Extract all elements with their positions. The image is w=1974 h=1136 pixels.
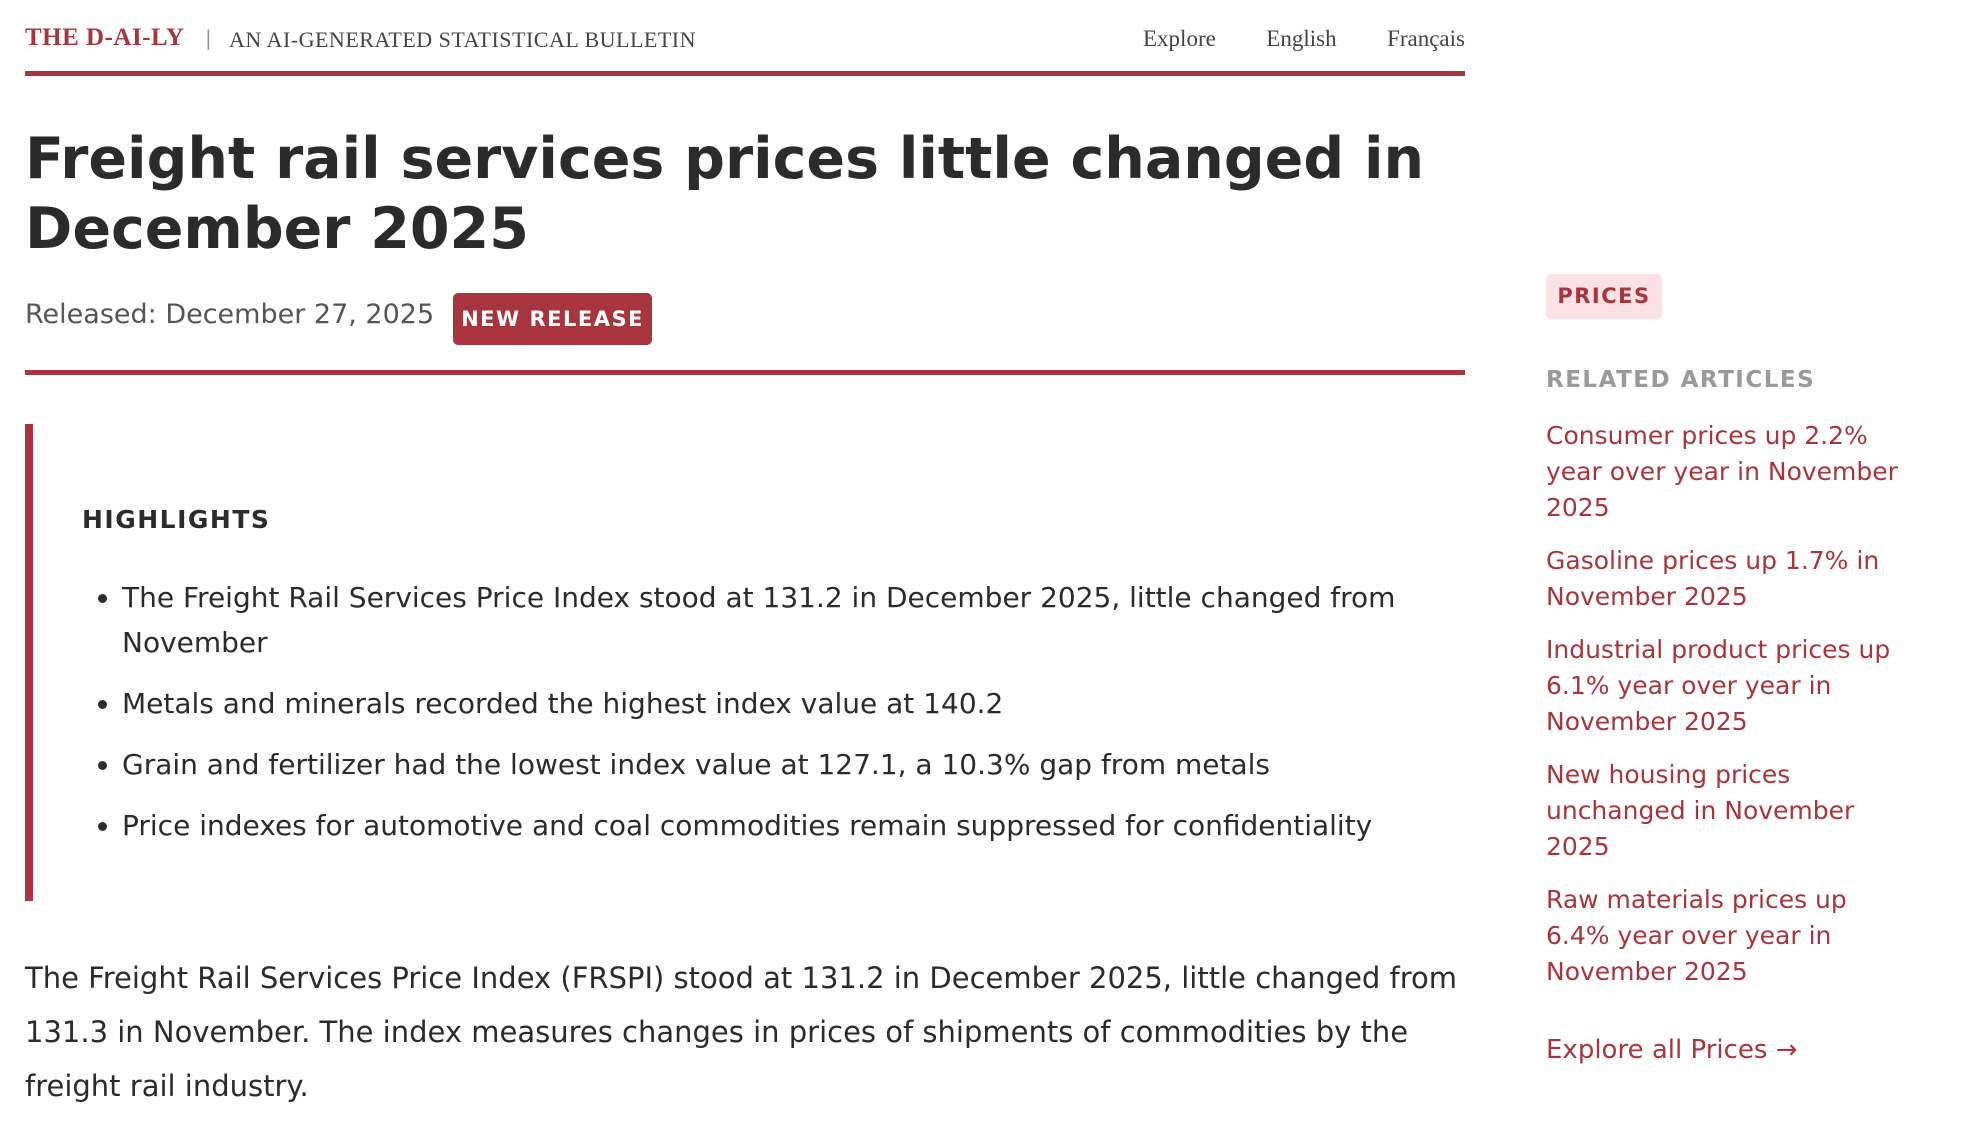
related-link[interactable]: Consumer prices up 2.2% year over year i…: [1546, 421, 1898, 522]
highlight: Grain and fertilizer had the lowest inde…: [122, 742, 1452, 787]
nav-link[interactable]: Français: [1387, 26, 1465, 51]
related-links: Consumer prices up 2.2% year over year i…: [1546, 418, 1916, 1007]
related-link[interactable]: Industrial product prices up 6.1% year o…: [1546, 635, 1891, 736]
highlights-heading: HIGHLIGHTS: [82, 505, 271, 534]
highlights-box: [25, 424, 1443, 901]
related-link[interactable]: Raw materials prices up 6.4% year over y…: [1546, 885, 1847, 986]
related-link[interactable]: Gasoline prices up 1.7% in November 2025: [1546, 546, 1880, 611]
highlights-list: The Freight Rail Services Price Index st…: [97, 575, 1452, 864]
badge: NEW RELEASE: [453, 293, 652, 345]
separator: |: [205, 26, 212, 50]
related-link[interactable]: New housing prices unchanged in November…: [1546, 760, 1855, 861]
release-date: Released: December 27, 2025: [25, 299, 435, 330]
related-heading: RELATED ARTICLES: [1546, 367, 1816, 393]
nav: Explore English Français: [1143, 26, 1465, 52]
title: Freight rail services prices little chan…: [25, 126, 1425, 262]
rule: [25, 370, 1465, 375]
highlight: The Freight Rail Services Price Index st…: [122, 575, 1452, 665]
highlight: Metals and minerals recorded the highest…: [122, 681, 1452, 726]
tagline: AN AI-GENERATED STATISTICAL BULLETIN: [229, 27, 696, 52]
category-tag[interactable]: PRICES: [1546, 274, 1662, 319]
explore-link[interactable]: Explore all Prices →: [1546, 1035, 1798, 1065]
nav-link[interactable]: English: [1266, 26, 1337, 51]
paragraph: The Freight Rail Services Price Index (F…: [25, 961, 1458, 1103]
nav-link[interactable]: Explore: [1143, 26, 1216, 51]
rule: [25, 71, 1465, 76]
brand[interactable]: THE D-AI-LY: [25, 24, 185, 51]
highlight: Price indexes for automotive and coal co…: [122, 803, 1452, 848]
